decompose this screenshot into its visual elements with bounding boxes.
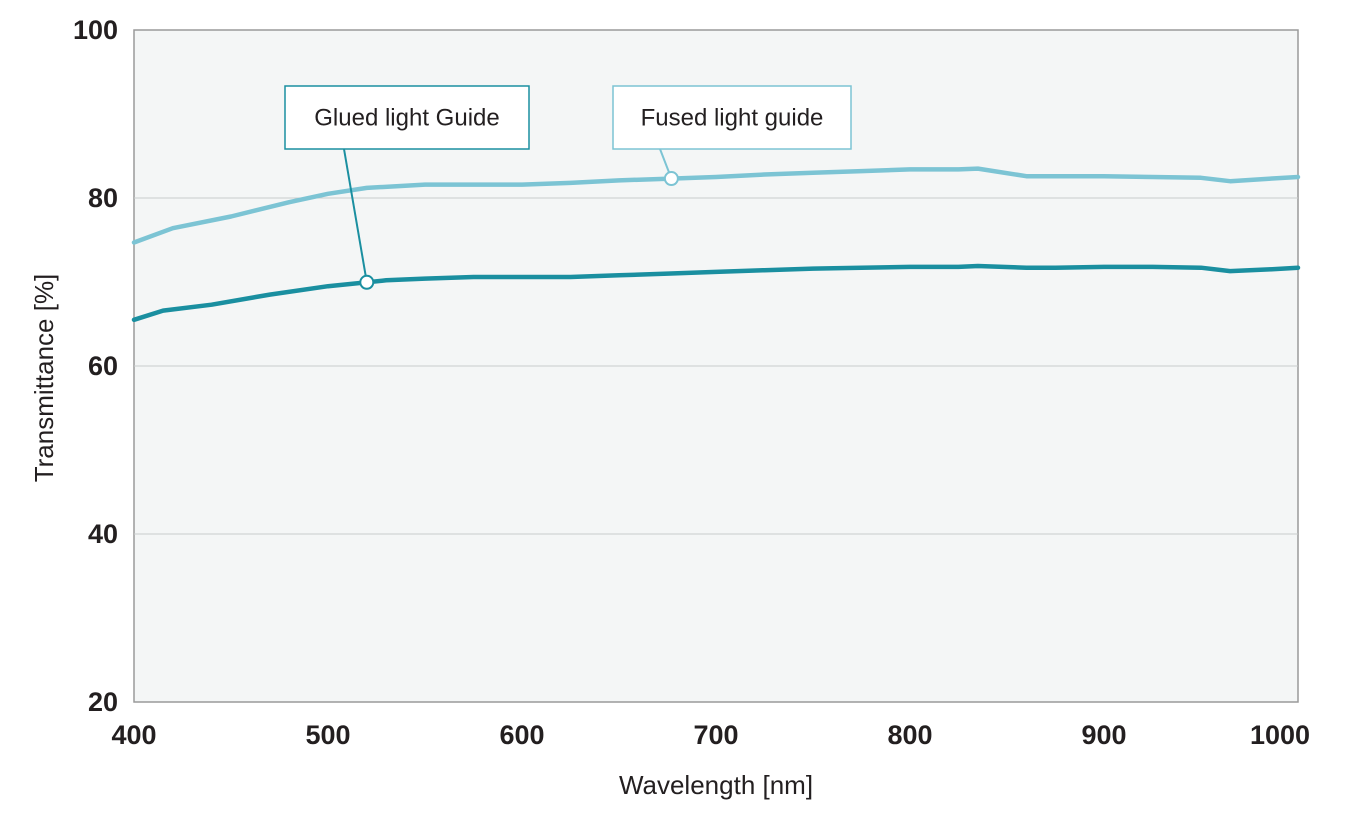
callout-marker — [359, 274, 375, 290]
callout-label: Glued light Guide — [314, 105, 499, 132]
callout-box — [612, 85, 852, 150]
y-tick-label: 60 — [88, 351, 118, 381]
series-lines — [131, 166, 1301, 323]
x-tick-label: 700 — [693, 720, 738, 750]
x-tick-label: 1000 — [1250, 720, 1310, 750]
series-line-glued — [131, 263, 1301, 323]
x-tick-label: 400 — [111, 720, 156, 750]
x-axis-title: Wavelength [nm] — [619, 770, 813, 800]
x-tick-label: 600 — [499, 720, 544, 750]
callout-box — [284, 85, 530, 150]
y-tick-label: 40 — [88, 519, 118, 549]
y-tick-label: 100 — [73, 15, 118, 45]
callouts: Glued light Guide Fused light guide — [284, 85, 852, 290]
callout-marker — [663, 171, 679, 187]
y-axis-title: Transmittance [%] — [29, 274, 59, 483]
callout-label: Fused light guide — [641, 105, 824, 132]
y-tick-label: 20 — [88, 687, 118, 717]
gridlines — [134, 197, 1298, 535]
x-tick-label: 500 — [305, 720, 350, 750]
series-line-fused — [131, 166, 1301, 245]
y-tick-labels: 20 40 60 80 100 — [73, 15, 118, 717]
y-tick-label: 80 — [88, 183, 118, 213]
x-tick-label: 900 — [1081, 720, 1126, 750]
x-tick-labels: 400 500 600 700 800 900 1000 — [111, 720, 1310, 750]
callout-leader — [343, 148, 368, 283]
x-tick-label: 800 — [887, 720, 932, 750]
